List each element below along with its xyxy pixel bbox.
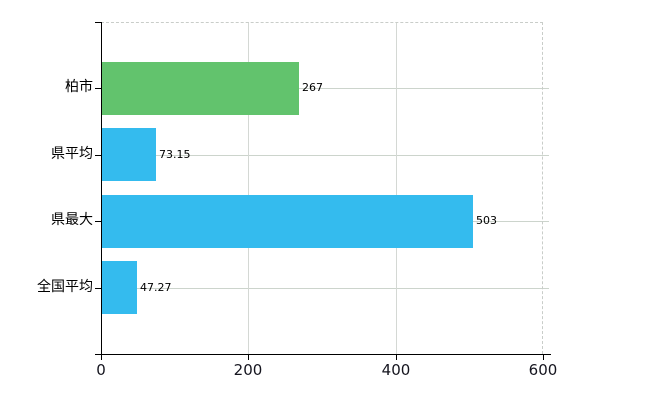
bar-value-label: 47.27 xyxy=(140,281,172,294)
bar xyxy=(102,195,473,248)
x-axis-tick xyxy=(248,355,249,360)
x-tick-label: 0 xyxy=(96,361,106,379)
y-axis-tick xyxy=(95,288,101,289)
x-axis-tick xyxy=(543,355,544,360)
bar xyxy=(102,62,299,115)
h-gridline xyxy=(101,288,549,289)
y-axis-tick xyxy=(95,155,101,156)
x-axis-tick xyxy=(396,355,397,360)
x-tick-label: 600 xyxy=(528,361,558,379)
category-label: 柏市 xyxy=(65,79,93,95)
v-gridline xyxy=(248,22,249,354)
x-tick-label: 200 xyxy=(233,361,263,379)
v-gridline xyxy=(396,22,397,354)
y-axis-tick xyxy=(95,354,101,355)
y-axis-tick xyxy=(95,88,101,89)
h-gridline xyxy=(101,155,549,156)
y-axis-tick xyxy=(95,22,101,23)
x-axis xyxy=(101,354,551,355)
category-label: 県最大 xyxy=(51,212,93,228)
y-axis-tick xyxy=(95,221,101,222)
bar-value-label: 73.15 xyxy=(159,148,191,161)
h-gridline xyxy=(101,88,549,89)
bar-value-label: 267 xyxy=(302,81,323,94)
bar-value-label: 503 xyxy=(476,214,497,227)
bar xyxy=(102,128,156,181)
y-axis xyxy=(101,22,102,355)
category-label: 全国平均 xyxy=(37,279,93,295)
x-tick-label: 400 xyxy=(381,361,411,379)
x-axis-tick xyxy=(101,355,102,360)
bar xyxy=(102,261,137,314)
category-label: 県平均 xyxy=(51,146,93,162)
